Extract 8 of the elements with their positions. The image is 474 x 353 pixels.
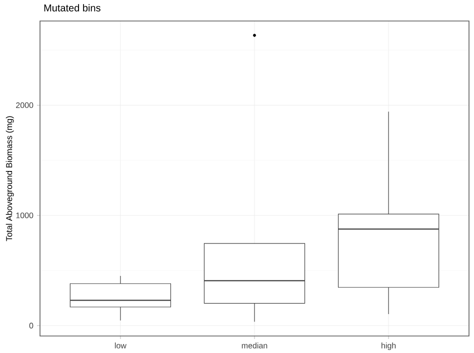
chart-title: Mutated bins: [44, 4, 100, 12]
x-tick-label: low: [114, 342, 126, 348]
y-tick-label: 2000: [16, 102, 34, 108]
y-tick-label: 1000: [16, 212, 34, 218]
x-tick-label: high: [382, 342, 396, 350]
y-tick-label: 0: [29, 322, 34, 328]
y-axis-title: Total Aboveground Biomass (mg): [6, 116, 14, 242]
x-tick-label: median: [242, 342, 268, 348]
